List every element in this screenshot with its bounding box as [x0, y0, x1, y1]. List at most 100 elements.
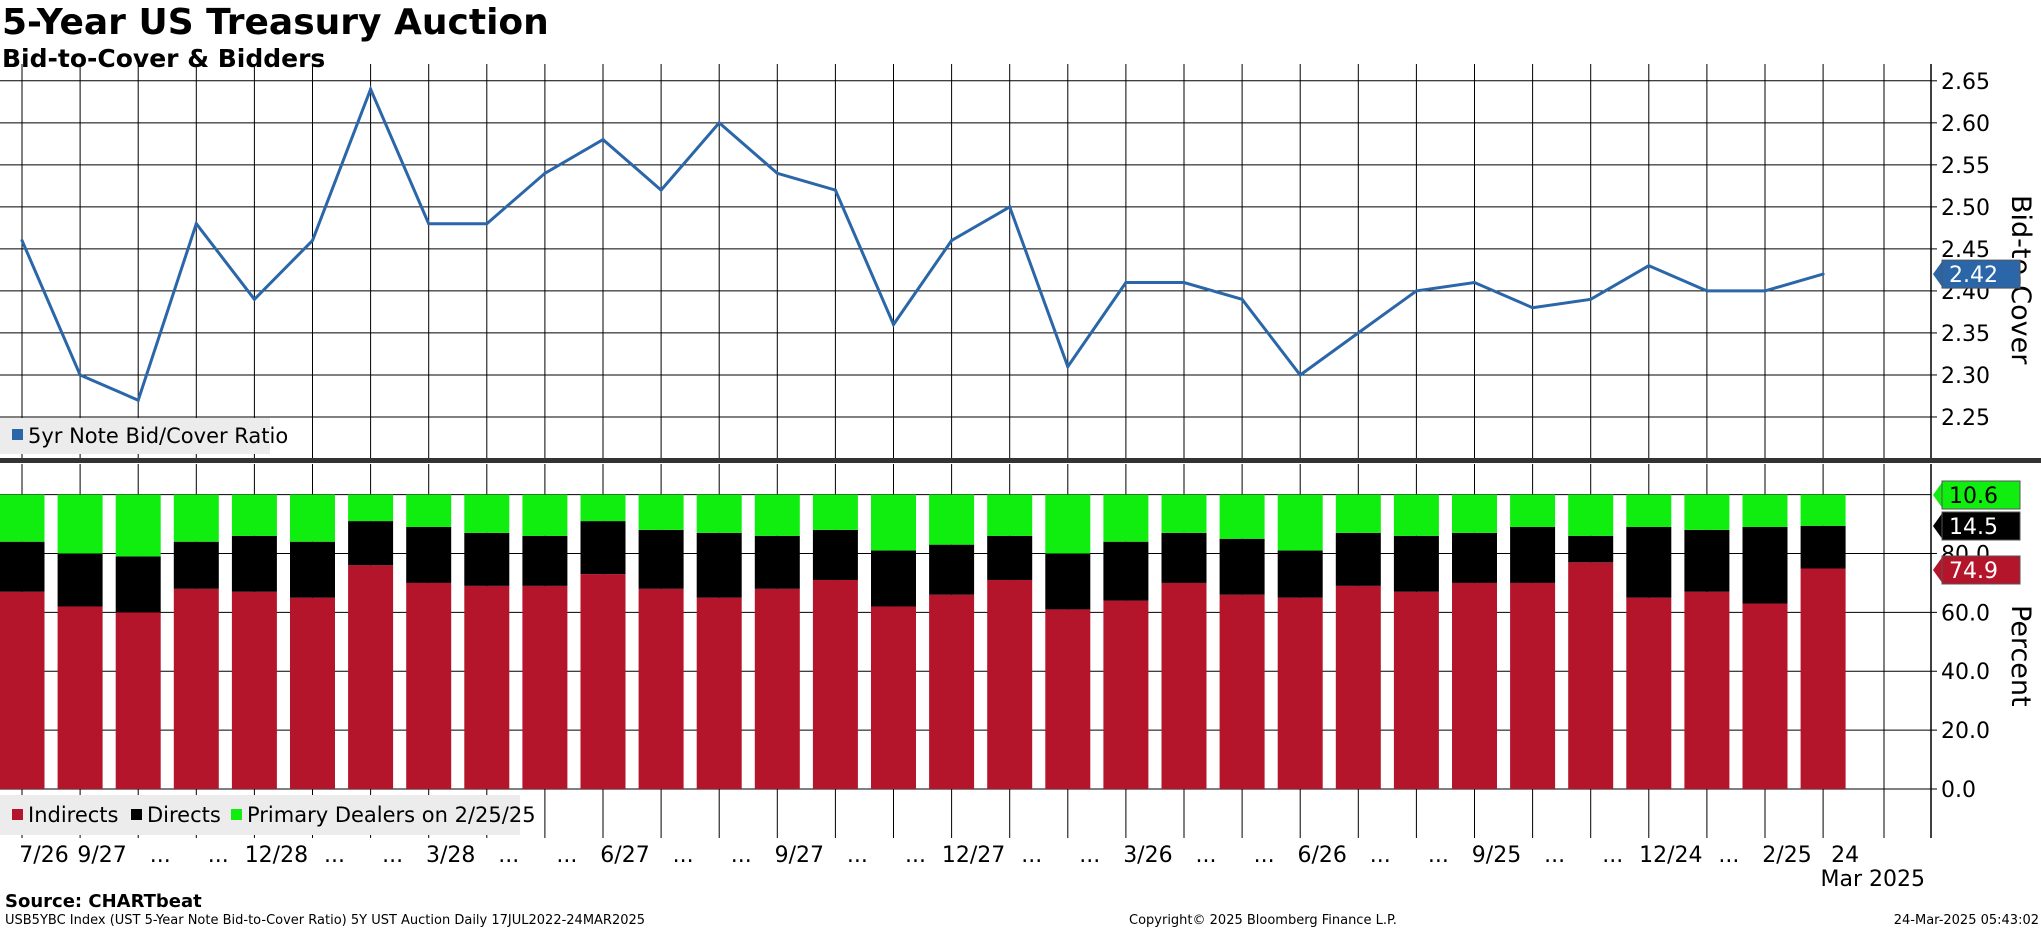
top-y-tick-label: 2.55	[1941, 154, 1990, 179]
bid-cover-point	[1124, 281, 1128, 285]
bar-indirects	[290, 597, 335, 789]
bid-cover-line	[20, 85, 1824, 403]
bar-primary-dealers	[1393, 494, 1439, 536]
bid-cover-point	[20, 238, 24, 242]
x-tick-label: 12/28	[245, 843, 308, 868]
bar-indirects	[1568, 562, 1614, 789]
x-tick-label: ...	[208, 843, 229, 868]
x-tick-label: ...	[1079, 843, 1100, 868]
legend-swatch-primary-dealers	[231, 809, 242, 820]
bar-primary-dealers	[57, 494, 103, 554]
bar-indirects	[1335, 585, 1381, 789]
badge-indirects-label: 74.9	[1949, 559, 1998, 584]
bar-directs	[173, 541, 219, 589]
bar-primary-dealers	[1626, 494, 1672, 527]
bar-indirects	[696, 597, 742, 789]
bar-indirects	[231, 591, 277, 789]
badge-bid-cover-arrow	[1933, 260, 1943, 289]
x-tick-label: ...	[150, 843, 171, 868]
top-legend: 5yr Note Bid/Cover Ratio	[0, 418, 288, 454]
bar-directs	[290, 541, 335, 598]
bar-primary-dealers	[987, 494, 1033, 536]
x-tick-label: 7/26	[19, 843, 68, 868]
bar-directs	[987, 535, 1033, 580]
bar-directs	[1045, 553, 1091, 610]
top-y-tick-label: 2.65	[1941, 70, 1990, 95]
bar-primary-dealers	[871, 494, 916, 551]
bid-cover-point	[1298, 373, 1302, 377]
top-y-tick-label: 2.35	[1941, 322, 1990, 347]
badge-indirects-arrow	[1933, 556, 1943, 584]
x-tick-label: 9/27	[77, 843, 126, 868]
bar-directs	[1626, 526, 1672, 598]
bid-cover-point	[1763, 289, 1767, 293]
x-tick-label: ...	[1196, 843, 1217, 868]
x-tick-label: ...	[556, 843, 577, 868]
bar-primary-dealers	[348, 494, 394, 522]
x-tick-label: ...	[905, 843, 926, 868]
bar-directs	[57, 553, 103, 607]
chart-title: 5-Year US Treasury Auction	[2, 2, 549, 43]
bar-primary-dealers	[1452, 494, 1497, 533]
x-tick-label: 24	[1831, 843, 1859, 868]
legend-swatch-indirects	[12, 809, 23, 820]
legend-swatch-bid-cover	[12, 429, 23, 440]
bar-directs	[231, 535, 277, 592]
bar-indirects	[406, 582, 452, 789]
bar-indirects	[1626, 597, 1672, 789]
badge-primary-dealers-arrow	[1933, 481, 1943, 509]
bar-directs	[406, 526, 452, 583]
footer-copyright: Copyright© 2025 Bloomberg Finance L.P.	[1129, 913, 1397, 928]
badge-bid-cover-label: 2.42	[1949, 263, 1998, 288]
badge-bid-cover: 2.42	[1933, 259, 2021, 289]
bar-primary-dealers	[1335, 494, 1381, 533]
badge-primary-dealers: 10.6	[1933, 480, 2021, 510]
bottom-legend: Indirects Directs Primary Dealers on 2/25/…	[0, 795, 536, 835]
bar-indirects	[0, 591, 45, 789]
bid-cover-point	[1531, 306, 1535, 310]
bar-directs	[1277, 550, 1323, 598]
bar-indirects	[638, 588, 684, 789]
badge-indirects-box	[1941, 555, 2021, 585]
bid-cover-point	[892, 323, 895, 327]
badge-directs-arrow	[1933, 512, 1943, 540]
bar-indirects	[1219, 594, 1265, 789]
badge-primary-dealers-box	[1941, 480, 2021, 510]
top-y-tick-label: 2.30	[1941, 364, 1990, 389]
legend-label-indirects: Indirects	[28, 803, 118, 827]
bar-primary-dealers	[1742, 494, 1788, 527]
x-tick-label: ...	[673, 843, 694, 868]
x-tick-label: ...	[1428, 843, 1449, 868]
bar-directs	[1684, 529, 1730, 592]
bar-directs	[1335, 532, 1381, 586]
bar-primary-dealers	[0, 494, 45, 542]
footer-timestamp: 24-Mar-2025 05:43:02	[1893, 913, 2039, 928]
bid-cover-point	[252, 297, 256, 301]
bar-directs	[1800, 525, 1846, 569]
bar-primary-dealers	[929, 494, 975, 545]
bar-indirects	[987, 579, 1033, 789]
bar-indirects	[1045, 609, 1091, 789]
bar-primary-dealers	[696, 494, 742, 533]
bar-directs	[348, 521, 394, 566]
bar-directs	[0, 541, 45, 592]
bid-cover-point	[1821, 272, 1825, 276]
bottom-y-tick-label: 60.0	[1941, 601, 1990, 626]
x-tick-label: 6/27	[600, 843, 649, 868]
bar-primary-dealers	[1510, 494, 1556, 527]
bid-cover-point	[1240, 297, 1244, 301]
x-tick-label: 9/25	[1472, 843, 1521, 868]
bar-directs	[1742, 526, 1788, 604]
bar-directs	[696, 532, 742, 598]
bar-primary-dealers	[1277, 494, 1323, 551]
badge-directs: 14.5	[1933, 511, 2021, 541]
legend-label-primary-dealers: Primary Dealers on 2/25/25	[247, 803, 536, 827]
bar-primary-dealers	[173, 494, 219, 542]
bar-directs	[812, 529, 858, 580]
bid-cover-point	[485, 222, 489, 226]
bid-cover-point	[194, 222, 198, 226]
legend-label-bid-cover: 5yr Note Bid/Cover Ratio	[28, 424, 288, 448]
x-tick-label: 9/27	[775, 843, 824, 868]
x-tick-label: ...	[731, 843, 752, 868]
